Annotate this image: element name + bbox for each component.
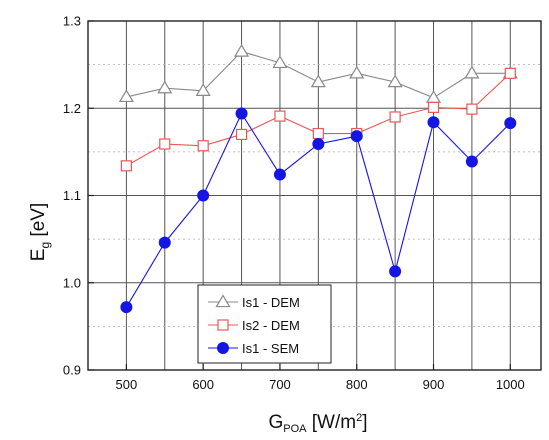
x-tick-label: 1000 <box>496 377 525 392</box>
data-point <box>466 103 478 115</box>
data-point <box>349 65 365 79</box>
data-point <box>120 301 133 314</box>
data-point <box>389 265 402 278</box>
data-point <box>389 111 401 123</box>
data-point <box>273 168 286 181</box>
legend-label: Is1 - DEM <box>242 295 300 310</box>
data-point <box>274 110 286 122</box>
x-axis-title-sub: POA <box>283 423 307 435</box>
y-tick-label: 1.2 <box>63 101 81 116</box>
legend-marker <box>215 294 231 308</box>
x-tick-label: 900 <box>423 377 445 392</box>
x-axis-title-main: G <box>268 412 283 433</box>
y-axis-title-main: E <box>28 249 49 262</box>
y-axis-title-sub: g <box>38 242 52 249</box>
data-point <box>235 107 248 120</box>
axis-ticks: 500 600 700 800 900 1000 0.9 1.0 1.1 1.2 1.3 <box>63 14 525 393</box>
data-point <box>312 138 325 151</box>
data-point <box>157 80 173 94</box>
legend-item: Is1 - SEM <box>208 341 299 356</box>
legend-label: Is2 - DEM <box>242 318 300 333</box>
data-point <box>120 160 132 172</box>
data-point <box>272 55 288 69</box>
x-tick-label: 800 <box>346 377 368 392</box>
legend-marker <box>217 342 229 354</box>
data-point <box>195 83 211 96</box>
x-tick-label: 500 <box>116 377 138 392</box>
legend: Is1 - DEM Is2 - DEM Is1 - SEM <box>197 284 332 364</box>
data-point <box>158 236 171 249</box>
legend-label: Is1 - SEM <box>242 341 299 356</box>
data-point <box>464 65 480 79</box>
series-layer <box>118 43 518 314</box>
data-point <box>427 101 440 113</box>
data-point <box>234 43 250 57</box>
x-axis-title-unit-pre: [W/m <box>307 412 357 433</box>
y-tick-label: 1.0 <box>63 275 81 290</box>
data-point <box>504 117 517 130</box>
data-point <box>118 89 134 103</box>
legend-marker <box>217 319 229 331</box>
legend-items: Is1 - DEM Is2 - DEM Is1 - SEM <box>208 294 300 356</box>
data-point <box>504 67 516 79</box>
data-point <box>197 140 209 152</box>
y-tick-label: 1.3 <box>63 14 81 29</box>
data-point <box>235 128 248 141</box>
data-point <box>387 74 403 88</box>
data-point <box>427 116 440 129</box>
data-point <box>350 130 363 143</box>
x-tick-label: 600 <box>192 377 214 392</box>
data-point <box>465 155 478 168</box>
x-axis-title-unit-sup: 2 <box>356 412 362 424</box>
series-3 <box>120 107 517 314</box>
x-tick-label: 700 <box>269 377 291 392</box>
data-point <box>310 74 326 88</box>
y-axis-title: Eg [eV] <box>28 203 52 261</box>
y-tick-label: 0.9 <box>63 363 81 378</box>
y-tick-label: 1.1 <box>63 188 81 203</box>
y-axis-title-unit: [eV] <box>28 203 49 242</box>
legend-item: Is1 - DEM <box>208 294 300 310</box>
legend-item: Is2 - DEM <box>208 318 300 333</box>
data-point <box>197 189 210 202</box>
x-axis-title-unit-post: ] <box>362 412 367 433</box>
data-point <box>159 138 171 150</box>
x-axis-title: GPOA [W/m2] <box>268 412 367 435</box>
data-point <box>312 127 324 140</box>
